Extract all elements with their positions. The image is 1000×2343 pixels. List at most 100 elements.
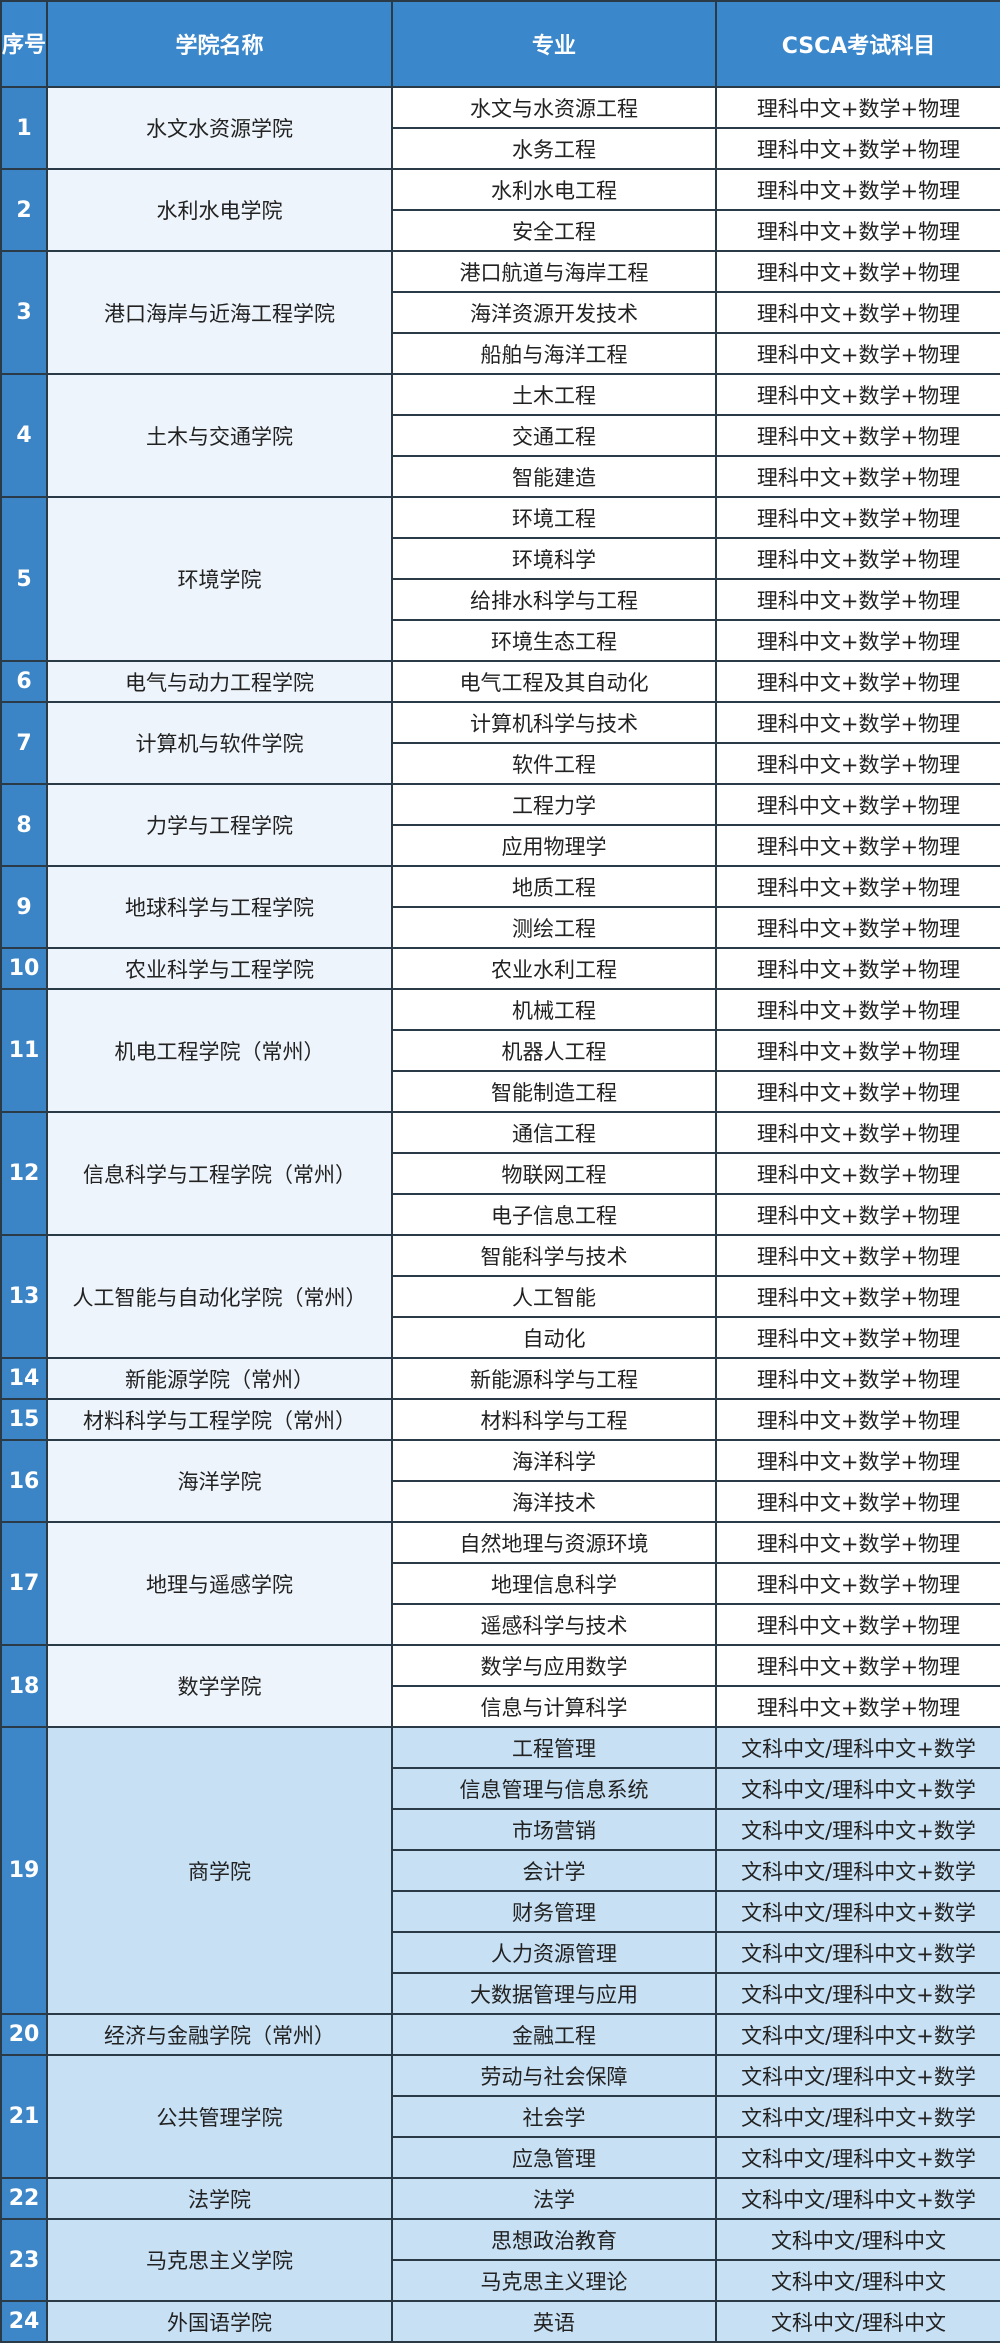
table-row: 11 机电工程学院（常州） 机械工程 理科中文+数学+物理 (0, 988, 1000, 1113)
college-cell: 马克思主义学院 (46, 2218, 393, 2302)
table-row: 会计学 文科中文/理科中文+数学 (1, 1849, 1000, 1892)
major-cell: 社会学 (391, 2095, 717, 2138)
table-row: 大数据管理与应用 文科中文/理科中文+数学 (1, 1972, 1000, 2015)
major-cell: 物联网工程 (391, 1152, 717, 1195)
major-cell: 智能建造 (391, 455, 717, 498)
index-cell: 19 (0, 1726, 48, 2015)
subjects-cell: 理科中文+数学+物理 (715, 414, 1000, 457)
index-cell: 14 (0, 1357, 48, 1400)
table-row: 社会学 文科中文/理科中文+数学 (1, 2095, 1000, 2138)
subjects-cell: 理科中文+数学+物理 (715, 496, 1000, 539)
table-row: 遥感科学与技术 理科中文+数学+物理 (1, 1603, 1000, 1646)
subjects-cell: 理科中文+数学+物理 (715, 1275, 1000, 1318)
table-body: 1 水文水资源学院 水文与水资源工程 理科中文+数学+物理 水务工程 理科中文+数学+物理… (0, 86, 1000, 2343)
major-cell: 水文与水资源工程 (391, 86, 717, 129)
subjects-cell: 理科中文+数学+物理 (715, 1316, 1000, 1359)
college-cell: 商学院 (46, 1726, 393, 2015)
major-cell: 金融工程 (391, 2013, 717, 2056)
major-cell: 英语 (391, 2300, 717, 2343)
subjects-cell: 理科中文+数学+物理 (715, 1234, 1000, 1277)
subjects-cell: 文科中文/理科中文+数学 (715, 1931, 1000, 1974)
major-cell: 人力资源管理 (391, 1931, 717, 1974)
subjects-cell: 理科中文+数学+物理 (715, 209, 1000, 252)
college-cell: 外国语学院 (46, 2300, 393, 2343)
table-row: 自动化 理科中文+数学+物理 (1, 1316, 1000, 1359)
table-row: 7 计算机与软件学院 计算机科学与技术 理科中文+数学+物理 (0, 701, 1000, 785)
table-row: 8 力学与工程学院 工程力学 理科中文+数学+物理 (0, 783, 1000, 867)
major-cell: 安全工程 (391, 209, 717, 252)
subjects-cell: 理科中文+数学+物理 (715, 291, 1000, 334)
table-row: 海洋资源开发技术 理科中文+数学+物理 (1, 291, 1000, 334)
table-row: 3 港口海岸与近海工程学院 港口航道与海岸工程 理科中文+数学+物理 (0, 250, 1000, 375)
index-cell: 8 (0, 783, 48, 867)
index-cell: 22 (0, 2177, 48, 2220)
major-cell: 劳动与社会保障 (391, 2054, 717, 2097)
subjects-cell: 理科中文+数学+物理 (715, 1562, 1000, 1605)
subjects-cell: 理科中文+数学+物理 (715, 1152, 1000, 1195)
subjects-cell: 文科中文/理科中文+数学 (715, 1726, 1000, 1769)
table-row: 应急管理 文科中文/理科中文+数学 (1, 2136, 1000, 2179)
college-cell: 土木与交通学院 (46, 373, 393, 498)
subjects-cell: 理科中文+数学+物理 (715, 537, 1000, 580)
subjects-cell: 文科中文/理科中文+数学 (715, 1767, 1000, 1810)
major-cell: 市场营销 (391, 1808, 717, 1851)
table-row: 财务管理 文科中文/理科中文+数学 (1, 1890, 1000, 1933)
subjects-cell: 文科中文/理科中文+数学 (715, 2136, 1000, 2179)
major-cell: 交通工程 (391, 414, 717, 457)
index-cell: 5 (0, 496, 48, 662)
major-cell: 港口航道与海岸工程 (391, 250, 717, 293)
major-cell: 地理信息科学 (391, 1562, 717, 1605)
subjects-cell: 理科中文+数学+物理 (715, 1644, 1000, 1687)
table-row: 物联网工程 理科中文+数学+物理 (1, 1152, 1000, 1195)
table-row: 16 海洋学院 海洋科学 理科中文+数学+物理 (0, 1439, 1000, 1523)
major-cell: 水务工程 (391, 127, 717, 170)
table-row: 水务工程 理科中文+数学+物理 (1, 127, 1000, 170)
subjects-cell: 文科中文/理科中文+数学 (715, 2177, 1000, 2220)
table-row: 地理信息科学 理科中文+数学+物理 (1, 1562, 1000, 1605)
table-row: 2 水利水电学院 水利水电工程 理科中文+数学+物理 (0, 168, 1000, 252)
major-cell: 地质工程 (391, 865, 717, 908)
table-row: 15 材料科学与工程学院（常州） 材料科学与工程 理科中文+数学+物理 (0, 1398, 1000, 1441)
major-cell: 环境工程 (391, 496, 717, 539)
major-cell: 测绘工程 (391, 906, 717, 949)
major-cell: 智能制造工程 (391, 1070, 717, 1113)
major-cell: 人工智能 (391, 1275, 717, 1318)
table-row: 19 商学院 工程管理 文科中文/理科中文+数学 (0, 1726, 1000, 2015)
major-cell: 思想政治教育 (391, 2218, 717, 2261)
subjects-cell: 文科中文/理科中文+数学 (715, 1890, 1000, 1933)
major-cell: 遥感科学与技术 (391, 1603, 717, 1646)
table-row: 测绘工程 理科中文+数学+物理 (1, 906, 1000, 949)
index-cell: 7 (0, 701, 48, 785)
subjects-cell: 理科中文+数学+物理 (715, 332, 1000, 375)
major-cell: 电子信息工程 (391, 1193, 717, 1236)
college-cell: 新能源学院（常州） (46, 1357, 393, 1400)
subjects-cell: 理科中文+数学+物理 (715, 127, 1000, 170)
subjects-cell: 理科中文+数学+物理 (715, 824, 1000, 867)
college-cell: 计算机与软件学院 (46, 701, 393, 785)
table-row: 信息管理与信息系统 文科中文/理科中文+数学 (1, 1767, 1000, 1810)
header-college: 学院名称 (46, 0, 393, 88)
college-cell: 公共管理学院 (46, 2054, 393, 2179)
table-row: 智能建造 理科中文+数学+物理 (1, 455, 1000, 498)
table-row: 机器人工程 理科中文+数学+物理 (1, 1029, 1000, 1072)
table-row: 12 信息科学与工程学院（常州） 通信工程 理科中文+数学+物理 (0, 1111, 1000, 1236)
header-index: 序号 (0, 0, 48, 88)
table-row: 10 农业科学与工程学院 农业水利工程 理科中文+数学+物理 (0, 947, 1000, 990)
table-row: 船舶与海洋工程 理科中文+数学+物理 (1, 332, 1000, 375)
table-row: 软件工程 理科中文+数学+物理 (1, 742, 1000, 785)
college-cell: 水利水电学院 (46, 168, 393, 252)
subjects-cell: 理科中文+数学+物理 (715, 250, 1000, 293)
major-cell: 自然地理与资源环境 (391, 1521, 717, 1564)
major-cell: 通信工程 (391, 1111, 717, 1154)
subjects-cell: 文科中文/理科中文 (715, 2218, 1000, 2261)
index-cell: 10 (0, 947, 48, 990)
subjects-cell: 文科中文/理科中文+数学 (715, 2095, 1000, 2138)
subjects-cell: 理科中文+数学+物理 (715, 947, 1000, 990)
major-cell: 智能科学与技术 (391, 1234, 717, 1277)
header-row: 序号 学院名称 专业 CSCA考试科目 (0, 0, 1000, 88)
table-row: 18 数学学院 数学与应用数学 理科中文+数学+物理 (0, 1644, 1000, 1728)
major-cell: 海洋资源开发技术 (391, 291, 717, 334)
index-cell: 4 (0, 373, 48, 498)
college-cell: 地理与遥感学院 (46, 1521, 393, 1646)
